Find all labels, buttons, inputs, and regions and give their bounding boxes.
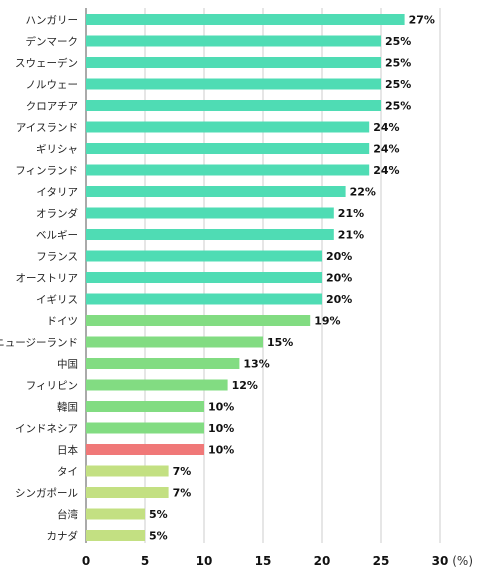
bar: [86, 272, 322, 283]
bar: [86, 465, 169, 477]
category-label: ギリシャ: [36, 144, 78, 156]
value-label: 25%: [385, 57, 411, 70]
value-label: 12%: [232, 379, 258, 392]
value-label: 22%: [350, 186, 376, 199]
value-label: 10%: [208, 444, 234, 457]
category-label: フィンランド: [15, 165, 78, 177]
bars: [86, 14, 405, 541]
category-label: イギリス: [36, 294, 78, 306]
bar: [86, 121, 370, 133]
value-label: 15%: [267, 336, 293, 349]
category-label: シンガポール: [15, 488, 78, 500]
value-label: 20%: [326, 293, 352, 306]
value-label: 24%: [373, 143, 399, 156]
category-labels: ハンガリーデンマークスウェーデンノルウェークロアチアアイスランドギリシャフィンラ…: [0, 15, 78, 543]
value-label: 25%: [385, 100, 411, 113]
bar: [86, 14, 405, 25]
bar: [86, 336, 263, 348]
value-label: 10%: [208, 422, 234, 435]
x-unit-label: (%): [452, 554, 473, 568]
value-label: 27%: [409, 14, 435, 27]
x-tick-label: 30: [432, 554, 449, 568]
bar: [86, 207, 334, 219]
x-tick-label: 0: [82, 554, 90, 568]
x-tick-label: 15: [255, 554, 272, 568]
bar: [86, 229, 334, 240]
category-label: イタリア: [36, 187, 78, 199]
bar: [86, 422, 204, 434]
value-label: 13%: [243, 358, 269, 371]
x-tick-label: 20: [314, 554, 331, 568]
category-label: 韓国: [57, 402, 78, 414]
category-label: オーストリア: [16, 273, 78, 285]
value-label: 19%: [314, 315, 340, 328]
bar: [86, 444, 204, 455]
bar: [86, 186, 346, 197]
bar: [86, 164, 370, 176]
category-label: クロアチア: [26, 101, 78, 113]
category-label: カナダ: [47, 530, 79, 543]
bar: [86, 293, 322, 305]
bar: [86, 401, 204, 412]
value-label: 7%: [173, 487, 192, 500]
value-label: 21%: [338, 207, 364, 220]
value-label: 20%: [326, 272, 352, 285]
bar: [86, 57, 381, 68]
category-label: スウェーデン: [15, 57, 78, 70]
bar: [86, 358, 240, 369]
value-label: 24%: [373, 121, 399, 134]
bar: [86, 487, 169, 498]
bar: [86, 78, 381, 90]
value-label: 24%: [373, 164, 399, 177]
value-labels: 27% 25% 25% 25% 25% 24% 24% 24% 22% 21% 21% 20% 20% 2…: [149, 14, 435, 543]
bar: [86, 100, 381, 111]
bar: [86, 379, 228, 391]
category-label: ベルギー: [36, 230, 78, 242]
value-label: 7%: [173, 465, 192, 478]
value-label: 20%: [326, 250, 352, 263]
x-tick-label: 25: [373, 554, 390, 568]
x-tick-label: 10: [196, 554, 213, 568]
value-label: 21%: [338, 229, 364, 242]
bar: [86, 143, 370, 154]
category-label: アイスランド: [16, 122, 78, 134]
value-label: 5%: [149, 530, 168, 543]
category-label: フランス: [36, 251, 78, 263]
x-axis: 0 5 10 15 20 25 30 (%): [82, 554, 473, 568]
value-label: 10%: [208, 401, 234, 414]
category-label: ノルウェー: [26, 79, 79, 91]
category-label: ハンガリー: [26, 15, 79, 27]
category-label: 日本: [57, 444, 78, 457]
bar: [86, 250, 322, 262]
bar: [86, 315, 311, 326]
bar: [86, 530, 145, 541]
category-label: オランダ: [36, 207, 78, 220]
category-label: タイ: [57, 466, 78, 478]
category-label: ドイツ: [47, 316, 79, 328]
value-label: 25%: [385, 35, 411, 48]
x-tick-label: 5: [141, 554, 149, 568]
category-label: インドネシア: [15, 423, 78, 435]
value-label: 25%: [385, 78, 411, 91]
category-label: フィリピン: [26, 380, 78, 392]
category-label: 台湾: [57, 508, 78, 521]
category-label: デンマーク: [26, 35, 79, 48]
category-label: 中国: [57, 358, 78, 371]
bar: [86, 35, 381, 47]
bar: [86, 508, 145, 520]
category-label: ニュージーランド: [0, 337, 78, 349]
value-label: 5%: [149, 508, 168, 521]
